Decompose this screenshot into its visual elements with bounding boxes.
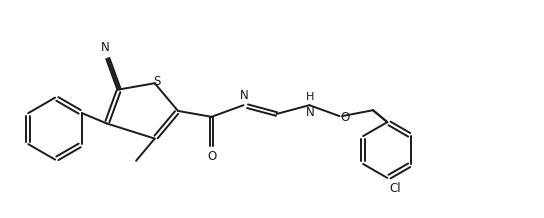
Text: Cl: Cl bbox=[390, 182, 401, 195]
Text: O: O bbox=[207, 150, 216, 163]
Text: O: O bbox=[341, 111, 350, 124]
Text: N: N bbox=[101, 41, 110, 54]
Text: N: N bbox=[240, 89, 249, 102]
Text: N: N bbox=[306, 106, 314, 119]
Text: S: S bbox=[153, 75, 160, 88]
Text: H: H bbox=[306, 92, 314, 102]
